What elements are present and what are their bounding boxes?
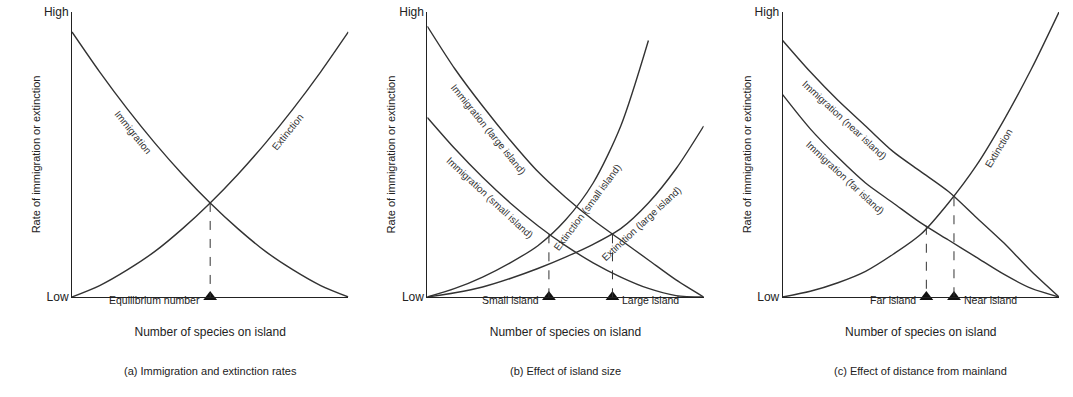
svg-text:High: High <box>755 5 780 19</box>
svg-text:Extinction: Extinction <box>983 127 1015 170</box>
svg-text:Low: Low <box>402 290 424 304</box>
svg-text:Number of species on island: Number of species on island <box>845 325 996 339</box>
svg-text:Number of species on island: Number of species on island <box>134 325 285 339</box>
svg-text:Rate of immigration or extinct: Rate of immigration or extinction <box>30 76 42 234</box>
svg-text:Large island: Large island <box>622 294 679 306</box>
svg-text:Immigration (small island): Immigration (small island) <box>444 155 535 241</box>
svg-text:Number of species on island: Number of species on island <box>490 325 641 339</box>
svg-text:Low: Low <box>47 290 69 304</box>
svg-text:(b) Effect of island size: (b) Effect of island size <box>510 365 621 377</box>
svg-text:Near island: Near island <box>964 294 1017 306</box>
svg-text:Rate of immigration or extinct: Rate of immigration or extinction <box>741 76 753 234</box>
svg-text:Immigration: Immigration <box>112 108 153 156</box>
svg-text:(c) Effect of distance from ma: (c) Effect of distance from mainland <box>834 365 1007 377</box>
svg-text:Extinction (large island): Extinction (large island) <box>600 184 684 263</box>
svg-text:Immigration (near island): Immigration (near island) <box>800 78 889 161</box>
svg-text:Immigration (far island): Immigration (far island) <box>804 139 886 217</box>
svg-text:Small island: Small island <box>482 294 539 306</box>
svg-text:Far island: Far island <box>870 294 916 306</box>
svg-text:Extinction: Extinction <box>270 112 306 153</box>
svg-text:(a) Immigration and extinction: (a) Immigration and extinction rates <box>124 365 297 377</box>
svg-text:High: High <box>44 5 69 19</box>
svg-text:Rate of immigration or extinct: Rate of immigration or extinction <box>385 76 397 234</box>
svg-text:High: High <box>399 5 424 19</box>
svg-text:Immigration (large island): Immigration (large island) <box>449 82 528 177</box>
svg-text:Equilibrium number: Equilibrium number <box>109 294 200 306</box>
svg-text:Extinction (small island): Extinction (small island) <box>552 162 624 253</box>
svg-text:Low: Low <box>757 290 779 304</box>
